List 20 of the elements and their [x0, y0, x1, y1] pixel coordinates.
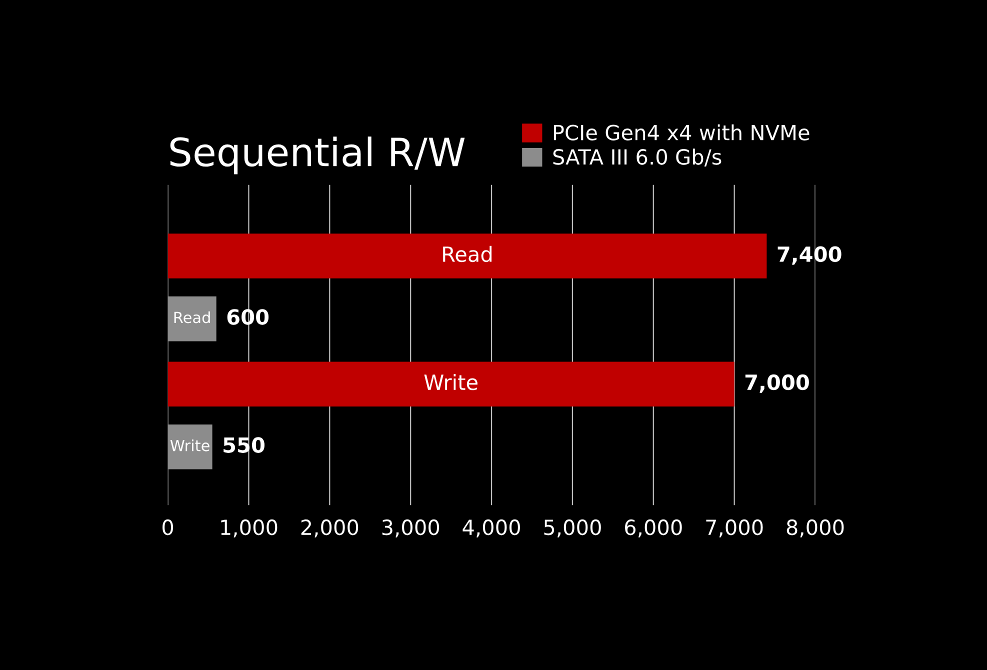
x-tick-label: 3,000 — [382, 519, 440, 538]
x-tick-label: 7,000 — [706, 519, 763, 538]
category-label: Write — [424, 374, 478, 390]
x-tick-label: 4,000 — [462, 519, 520, 538]
category-label: Read — [443, 246, 492, 262]
data-label: 7,000 — [745, 374, 809, 393]
chart-title: Sequential R/W — [170, 136, 465, 174]
bar — [168, 362, 734, 407]
x-tick-label: 1,000 — [221, 519, 278, 538]
bar — [168, 424, 212, 470]
bar — [168, 296, 216, 342]
legend-label: PCIe Gen4 x4 with NVMe — [554, 124, 810, 140]
x-tick-label: 0 — [162, 519, 174, 536]
x-tick-label: 6,000 — [625, 519, 682, 538]
x-tick-label: 5,000 — [544, 519, 601, 538]
x-tick-label: 2,000 — [301, 519, 358, 538]
legend-label: SATA III 6.0 Gb/s — [553, 148, 722, 166]
bar — [168, 234, 767, 278]
data-label: 7,400 — [778, 246, 842, 265]
x-tick-label: 8,000 — [786, 519, 844, 538]
